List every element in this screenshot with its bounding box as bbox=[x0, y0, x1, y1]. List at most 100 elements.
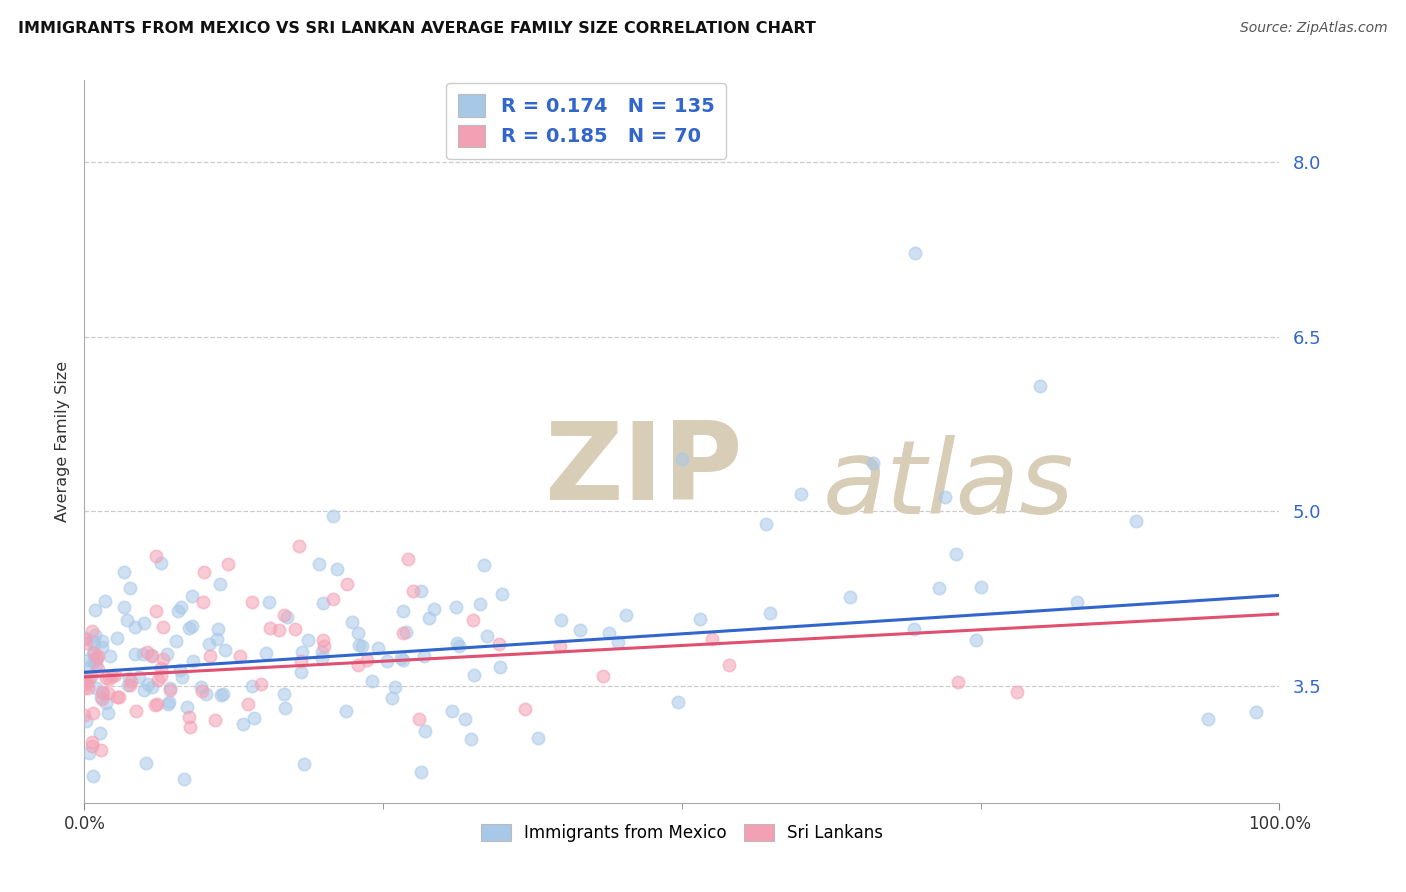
Point bbox=[169, 663, 191, 677]
Legend: Immigrants from Mexico, Sri Lankans: Immigrants from Mexico, Sri Lankans bbox=[474, 817, 890, 848]
Point bbox=[124, 619, 146, 633]
Point bbox=[367, 640, 389, 655]
Point bbox=[568, 624, 591, 638]
Point bbox=[1005, 685, 1028, 699]
Point bbox=[965, 632, 987, 647]
Point bbox=[904, 245, 927, 260]
Text: atlas: atlas bbox=[823, 435, 1074, 535]
Point bbox=[671, 452, 693, 467]
Point bbox=[90, 634, 112, 648]
Point bbox=[322, 508, 344, 523]
Point bbox=[1066, 595, 1088, 609]
Point bbox=[209, 577, 232, 591]
Point bbox=[82, 706, 104, 721]
Point bbox=[311, 650, 333, 665]
Point bbox=[409, 583, 432, 598]
Point bbox=[718, 657, 741, 672]
Point bbox=[312, 596, 335, 610]
Point bbox=[86, 681, 108, 696]
Point bbox=[170, 670, 193, 684]
Point bbox=[76, 675, 98, 690]
Point bbox=[141, 680, 163, 694]
Point bbox=[702, 632, 724, 647]
Point bbox=[290, 665, 312, 679]
Point bbox=[82, 769, 104, 783]
Point bbox=[548, 639, 571, 653]
Point bbox=[75, 714, 97, 728]
Point bbox=[392, 653, 415, 667]
Point bbox=[112, 600, 135, 615]
Point bbox=[159, 682, 181, 697]
Point bbox=[396, 552, 419, 566]
Point bbox=[97, 706, 120, 721]
Point bbox=[77, 653, 100, 667]
Point bbox=[82, 634, 104, 648]
Point bbox=[413, 723, 436, 738]
Point bbox=[120, 673, 142, 688]
Point bbox=[165, 634, 187, 648]
Point bbox=[284, 622, 307, 636]
Point bbox=[474, 558, 496, 572]
Point bbox=[477, 629, 499, 643]
Text: IMMIGRANTS FROM MEXICO VS SRI LANKAN AVERAGE FAMILY SIZE CORRELATION CHART: IMMIGRANTS FROM MEXICO VS SRI LANKAN AVE… bbox=[18, 21, 815, 37]
Point bbox=[468, 597, 491, 611]
Point bbox=[276, 610, 298, 624]
Point bbox=[146, 673, 169, 687]
Point bbox=[75, 676, 97, 690]
Point bbox=[446, 636, 468, 650]
Point bbox=[150, 669, 173, 683]
Point bbox=[1197, 712, 1219, 726]
Point bbox=[242, 680, 264, 694]
Point bbox=[152, 651, 174, 665]
Point bbox=[409, 765, 432, 780]
Point bbox=[945, 547, 967, 561]
Point bbox=[91, 691, 114, 706]
Point bbox=[970, 580, 993, 594]
Point bbox=[94, 697, 117, 711]
Point bbox=[90, 743, 112, 757]
Point bbox=[273, 687, 295, 701]
Point bbox=[83, 646, 105, 660]
Point bbox=[98, 673, 121, 687]
Point bbox=[461, 613, 484, 627]
Point bbox=[418, 610, 440, 624]
Point bbox=[401, 584, 423, 599]
Point bbox=[117, 678, 139, 692]
Point bbox=[176, 700, 198, 714]
Point bbox=[177, 621, 200, 635]
Point bbox=[607, 635, 630, 649]
Point bbox=[82, 655, 104, 669]
Point bbox=[91, 686, 114, 700]
Point bbox=[229, 649, 252, 664]
Point bbox=[198, 649, 221, 664]
Point bbox=[105, 690, 128, 704]
Point bbox=[491, 587, 513, 601]
Point bbox=[273, 701, 295, 715]
Point bbox=[326, 561, 349, 575]
Point bbox=[77, 672, 100, 686]
Point bbox=[689, 612, 711, 626]
Point bbox=[167, 604, 190, 618]
Point bbox=[145, 698, 167, 712]
Text: ZIP: ZIP bbox=[544, 417, 742, 524]
Point bbox=[135, 756, 157, 771]
Point bbox=[77, 747, 100, 761]
Point bbox=[347, 625, 370, 640]
Point bbox=[288, 540, 311, 554]
Point bbox=[460, 732, 482, 747]
Point bbox=[173, 772, 195, 787]
Point bbox=[322, 592, 344, 607]
Point bbox=[80, 624, 103, 639]
Point bbox=[346, 657, 368, 672]
Point bbox=[94, 594, 117, 608]
Point bbox=[112, 566, 135, 580]
Point bbox=[104, 668, 127, 682]
Point bbox=[839, 590, 862, 604]
Point bbox=[159, 681, 181, 695]
Point bbox=[934, 491, 956, 505]
Point bbox=[107, 690, 129, 704]
Point bbox=[80, 739, 103, 753]
Point bbox=[143, 698, 166, 712]
Point bbox=[105, 632, 128, 646]
Point bbox=[157, 695, 180, 709]
